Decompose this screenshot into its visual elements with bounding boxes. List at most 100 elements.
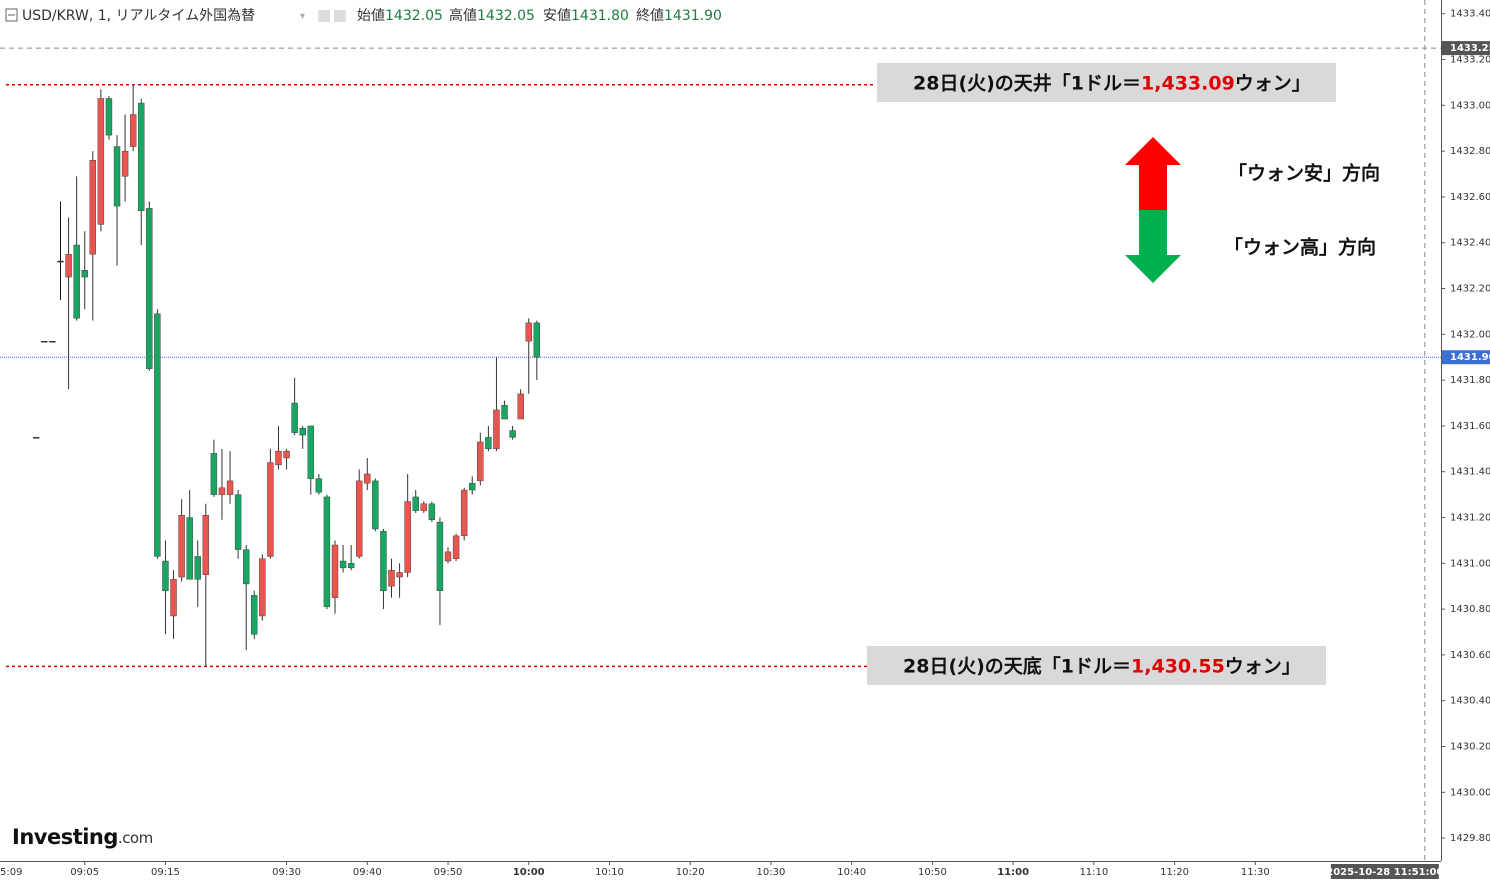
x-tick-label: 11:30 xyxy=(1241,867,1270,878)
symbol: USD/KRW, 1, リアルタイム外国為替 xyxy=(22,8,255,24)
x-tick-label: 09:30 xyxy=(272,867,301,878)
candle-body xyxy=(154,313,161,557)
x-tick-label: 10:00 xyxy=(513,867,545,878)
candle-body xyxy=(89,160,97,255)
candle-body xyxy=(331,544,339,598)
current-price-label: 1431.90 xyxy=(1450,352,1490,363)
x-tick-label: 11:00 xyxy=(997,867,1029,878)
settings-icon[interactable] xyxy=(318,10,330,22)
collapse-icon[interactable] xyxy=(5,8,18,22)
y-tick-label: 1431.00 xyxy=(1450,558,1490,569)
open-label: 始値 xyxy=(357,8,385,24)
low-label: 安値 xyxy=(543,8,571,24)
x-tick-label: 10:40 xyxy=(837,867,866,878)
candle-body xyxy=(347,563,355,569)
logo: Investing.com xyxy=(12,825,153,849)
candle-body xyxy=(323,496,331,608)
candle-body xyxy=(97,98,105,225)
annotation-text: 28日(火)の天井「1ドル＝1,433.09ウォン」 xyxy=(913,71,1311,94)
candle-body xyxy=(307,425,314,479)
x-tick-label: 11:20 xyxy=(1160,867,1189,878)
candle-body xyxy=(380,531,387,591)
candle-body xyxy=(49,340,56,343)
candle-body xyxy=(404,501,411,573)
annotation-box xyxy=(867,646,1326,685)
y-tick-label: 1431.20 xyxy=(1450,513,1490,524)
y-tick-label: 1432.60 xyxy=(1450,192,1490,203)
x-tick-label: 11:10 xyxy=(1079,867,1108,878)
settings-icon[interactable] xyxy=(334,10,346,22)
candle-body xyxy=(41,340,48,343)
y-tick-label: 1431.80 xyxy=(1450,375,1490,386)
candle-body xyxy=(210,453,218,495)
candle-body xyxy=(533,322,541,358)
crosshair-x-label: 2025-10-28 11:51:00 xyxy=(1326,867,1443,878)
candle-body xyxy=(509,430,516,438)
candle-body xyxy=(420,503,427,511)
annotation-suffix: ウォン」 xyxy=(1225,655,1301,677)
candle-body xyxy=(517,393,524,420)
candle-body xyxy=(356,480,363,557)
candle-body xyxy=(452,535,460,559)
crosshair-x-box xyxy=(1330,864,1439,879)
candle-body xyxy=(501,405,508,420)
header: USD/KRW, 1, リアルタイム外国為替 xyxy=(22,8,255,24)
candle-body xyxy=(226,480,234,495)
annotation-suffix: ウォン」 xyxy=(1235,72,1311,94)
candle-body xyxy=(186,517,193,580)
annotation-box xyxy=(877,63,1336,102)
candle-body xyxy=(105,98,113,136)
candle-body xyxy=(339,560,347,569)
x-tick-label: 09:40 xyxy=(353,867,382,878)
x-tick-label: 09:50 xyxy=(434,867,463,878)
candle-body xyxy=(170,579,177,617)
candle-body xyxy=(283,450,290,459)
candle-body xyxy=(121,150,129,177)
annotation-prefix: 28日(火)の天底「1ドル＝ xyxy=(903,654,1131,677)
y-tick-label: 1432.80 xyxy=(1450,146,1490,157)
crosshair-y-box xyxy=(1442,41,1490,56)
high-label: 高値 xyxy=(449,7,477,24)
direction-label: 「ウォン高」方向 xyxy=(1224,236,1376,259)
x-tick-label: 10:10 xyxy=(595,867,624,878)
candle-body xyxy=(33,437,40,439)
close-label: 終値 xyxy=(636,8,664,24)
direction-label: 「ウォン安」方向 xyxy=(1228,162,1380,185)
candle-body xyxy=(460,489,468,537)
candle-body xyxy=(299,428,306,436)
candle-body xyxy=(275,450,282,466)
y-tick-label: 1433.00 xyxy=(1450,100,1490,111)
candle-body xyxy=(202,515,210,575)
y-tick-label: 1430.20 xyxy=(1450,742,1490,753)
x-tick-label: 10:30 xyxy=(757,867,786,878)
candle-body xyxy=(428,503,436,521)
high-value: 1432.05 xyxy=(477,8,535,24)
candle-body xyxy=(162,560,169,591)
candle-body xyxy=(194,556,201,580)
annotation-text: 28日(火)の天底「1ドル＝1,430.55ウォン」 xyxy=(903,654,1301,677)
dropdown-icon[interactable]: ▾ xyxy=(300,11,305,22)
candle-body xyxy=(218,487,226,495)
candle-body xyxy=(146,208,153,369)
x-tick-label: 5:09 xyxy=(0,867,22,878)
candle-body xyxy=(485,437,492,450)
ohlc-header: 始値1432.05 高値1432.05 安値1431.80 終値1431.90 xyxy=(357,7,722,24)
annotation-value: 1,433.09 xyxy=(1141,72,1235,94)
y-tick-label: 1431.60 xyxy=(1450,421,1490,432)
close-value: 1431.90 xyxy=(664,8,722,24)
candle-body xyxy=(242,549,250,585)
candle-body xyxy=(81,270,88,278)
candle-body xyxy=(267,462,274,557)
low-value: 1431.80 xyxy=(571,8,629,24)
x-tick-label: 09:15 xyxy=(151,867,180,878)
candle-body xyxy=(65,253,72,278)
y-tick-label: 1432.00 xyxy=(1450,329,1490,340)
annotation-value: 1,430.55 xyxy=(1131,655,1225,677)
candle-body xyxy=(493,409,500,450)
candle-body xyxy=(444,551,452,562)
y-tick-label: 1433.20 xyxy=(1450,55,1490,66)
crosshair-y-label: 1433.25 xyxy=(1450,43,1490,54)
candle-body xyxy=(291,402,298,433)
